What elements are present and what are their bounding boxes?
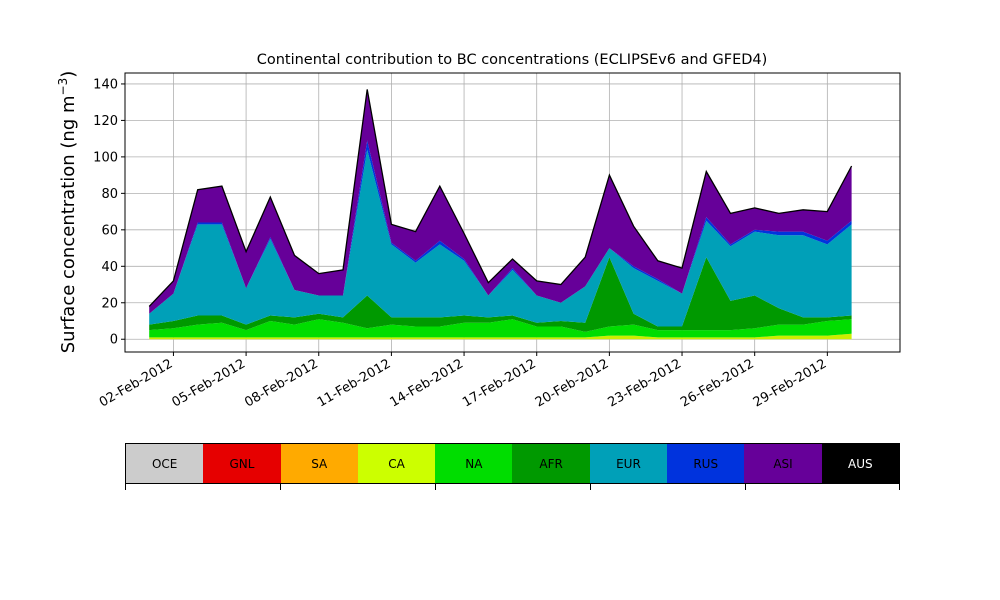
x-tick-label: 02-Feb-2012 [97,356,176,410]
y-tick-label: 120 [93,114,118,129]
legend-afr: AFR [512,444,590,483]
y-axis-label-close: ) [58,71,79,78]
legend-rus: RUS [667,444,745,483]
chart-areas [148,89,853,340]
y-tick-label: 100 [93,150,118,165]
y-tick-label: 0 [110,333,118,348]
color-legend: OCE GNL SA CA NA AFR EUR RUS ASI AUS [125,443,900,484]
y-tick-label: 40 [101,260,118,275]
legend-ca: CA [357,444,436,483]
legend-asi: ASI [744,444,822,483]
y-tick-label: 60 [101,223,118,238]
x-tick-label: 23-Feb-2012 [605,356,684,410]
legend-ticks [125,484,900,492]
x-tick-label: 05-Feb-2012 [170,356,249,410]
total-line [148,89,853,307]
legend-eur: EUR [589,444,668,483]
legend-tick-mark [590,484,591,490]
legend-gnl: GNL [203,444,281,483]
y-tick-label: 80 [101,187,118,202]
area-eur [149,149,852,327]
legend-na: NA [435,444,513,483]
chart-title: Continental contribution to BC concentra… [257,52,768,68]
area-ca [149,333,852,340]
x-tick-label: 29-Feb-2012 [751,356,830,410]
legend-tick-mark [125,484,126,490]
area-afr [149,257,852,332]
y-tick-label: 20 [101,296,118,311]
x-tick-label: 11-Feb-2012 [315,356,394,410]
legend-oce: OCE [126,444,204,483]
y-axis: 0 20 40 60 80 100 120 140 [93,77,125,348]
x-tick-label: 17-Feb-2012 [460,356,539,410]
area-na [149,319,852,338]
plot-frame [124,72,901,353]
x-tick-label: 26-Feb-2012 [678,356,757,410]
y-tick-label: 140 [93,77,118,92]
legend-aus: AUS [821,444,899,483]
x-tick-label: 20-Feb-2012 [533,356,612,410]
area-asi [149,89,852,314]
legend-tick-mark [435,484,436,490]
x-tick-label: 08-Feb-2012 [242,356,321,410]
legend-tick-mark [280,484,281,490]
legend-sa: SA [280,444,358,483]
y-axis-label: Surface concentration (ng m−3) [56,71,79,354]
x-axis: 02-Feb-201205-Feb-201208-Feb-201211-Feb-… [97,352,829,410]
legend-tick-mark [745,484,746,490]
y-axis-label-text: Surface concentration (ng m [58,95,79,353]
y-axis-label-exponent: −3 [56,78,70,96]
legend-tick-mark [899,484,900,490]
x-tick-label: 14-Feb-2012 [388,356,467,410]
